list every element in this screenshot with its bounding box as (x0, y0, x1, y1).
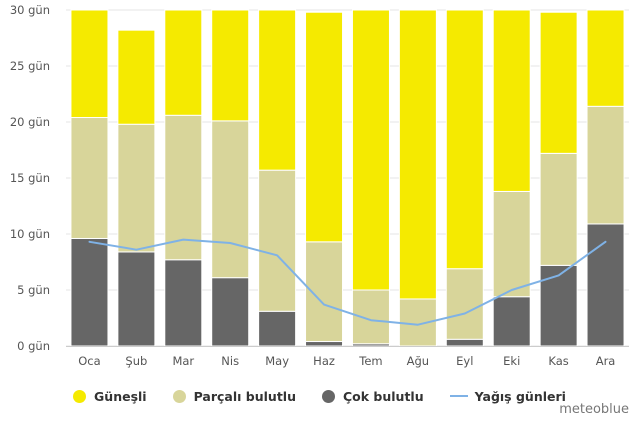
bar-segment (211, 9, 250, 122)
bar-segment (539, 152, 578, 266)
bar-segment (539, 11, 578, 154)
legend-swatch-overcast (321, 389, 335, 403)
bar-segment (492, 190, 531, 298)
legend-label-precipitation-days: Yağış günleri (474, 388, 566, 404)
bar-segment (351, 9, 390, 291)
x-tick-label: Eyl (456, 354, 473, 368)
legend-swatch-sunny (73, 389, 87, 403)
x-tick-label: Şub (125, 354, 147, 368)
x-tick-label: Mar (172, 354, 194, 368)
bar-segment (211, 120, 250, 279)
bar-segment (445, 338, 484, 347)
y-tick-label: 15 gün (10, 171, 50, 185)
bar-segment (258, 310, 297, 347)
legend-swatch-partly-cloudy (172, 389, 186, 403)
y-tick-label: 30 gün (10, 3, 50, 17)
x-tick-label: Eki (503, 354, 520, 368)
x-tick-label: Haz (313, 354, 335, 368)
bar-segment (117, 251, 156, 347)
bar-segment (492, 296, 531, 347)
legend-item-precipitation-days[interactable]: Yağış günleri (449, 388, 566, 404)
bar-segment (258, 9, 297, 171)
bar-segment (445, 268, 484, 340)
bar-segment (539, 264, 578, 347)
y-tick-label: 0 gün (17, 339, 50, 353)
bar-segment (305, 11, 344, 243)
bar-segment (586, 223, 625, 347)
x-tick-label: Ağu (407, 354, 429, 368)
x-tick-label: Ara (596, 354, 616, 368)
x-tick-label: Tem (358, 354, 382, 368)
bar-segment (164, 114, 203, 261)
bar-segment (586, 105, 625, 225)
bar-segment (70, 9, 109, 119)
legend-item-sunny[interactable]: Güneşli (73, 389, 147, 404)
x-tick-label: Nis (221, 354, 239, 368)
bar-segment (117, 123, 156, 253)
y-tick-label: 25 gün (10, 59, 50, 73)
precipitation-line (88, 238, 607, 326)
bar-segment (398, 9, 437, 300)
legend-swatch-precipitation-days (449, 395, 468, 397)
legend-label-sunny: Güneşli (94, 388, 147, 404)
bar-segment (492, 9, 531, 192)
bar-segment (211, 277, 250, 347)
meteoblue-credit: meteoblue (559, 402, 629, 417)
x-tick-label: Oca (78, 354, 100, 368)
bar-segment (258, 169, 297, 312)
bar-segment (305, 341, 344, 347)
x-tick-label: Kas (548, 354, 568, 368)
chart-legend: Güneşli Parçalı bulutlu Çok bulutlu Yağı… (0, 386, 639, 406)
bar-segment (164, 9, 203, 116)
y-tick-label: 5 gün (17, 283, 50, 297)
bar-segment (70, 237, 109, 347)
weather-chart: 0 gün 5 gün 10 gün 15 gün 20 gün 25 gün 30 gün… (10, 3, 629, 368)
legend-label-partly-cloudy: Parçalı bulutlu (193, 388, 296, 404)
legend-item-overcast[interactable]: Çok bulutlu (321, 388, 424, 404)
y-tick-label: 10 gün (10, 227, 50, 241)
bar-segment (586, 9, 625, 107)
legend-label-overcast: Çok bulutlu (342, 388, 424, 404)
bar-segment (164, 259, 203, 347)
bar-segment (445, 9, 484, 270)
bar-segment (305, 241, 344, 343)
legend-item-partly-cloudy[interactable]: Parçalı bulutlu (172, 388, 296, 404)
bar-segment (70, 117, 109, 239)
y-tick-label: 20 gün (10, 115, 50, 129)
x-tick-label: May (265, 354, 289, 368)
bar-segment (117, 29, 156, 125)
